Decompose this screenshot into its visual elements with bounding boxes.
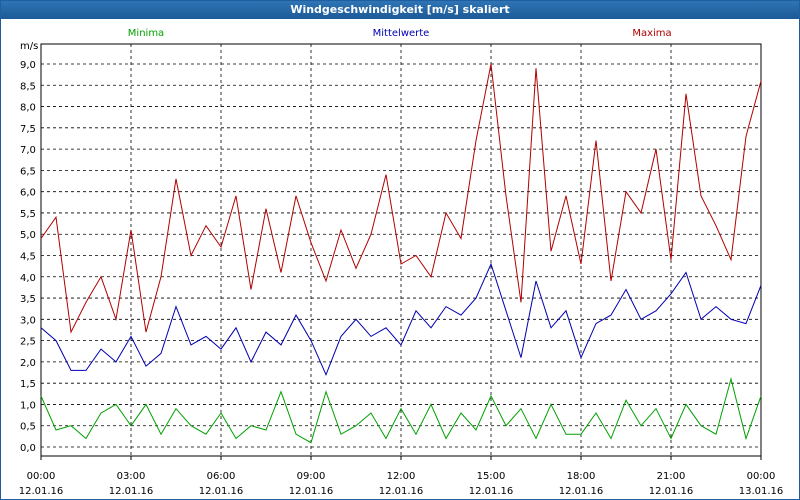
x-tick-date: 12.01.16 bbox=[469, 486, 514, 497]
y-tick-label: 3,0 bbox=[20, 315, 36, 326]
y-tick-label: 1,0 bbox=[20, 400, 36, 411]
y-tick-label: 8,0 bbox=[20, 103, 36, 114]
x-tick-time: 00:00 bbox=[27, 471, 56, 482]
axes bbox=[40, 43, 762, 460]
x-tick-date: 12.01.16 bbox=[289, 486, 334, 497]
x-tick-date: 13.01.16 bbox=[739, 486, 784, 497]
y-tick-label: 7,5 bbox=[20, 124, 36, 135]
y-tick-label: 5,5 bbox=[20, 209, 36, 220]
y-tick-label: 0,5 bbox=[20, 422, 36, 433]
x-tick-date: 12.01.16 bbox=[109, 486, 154, 497]
legend-maxima: Maxima bbox=[632, 28, 671, 39]
y-tick-label: 4,5 bbox=[20, 252, 36, 263]
grid-lines bbox=[41, 44, 761, 456]
x-tick-date: 12.01.16 bbox=[649, 486, 694, 497]
y-tick-label: 6,0 bbox=[20, 188, 36, 199]
series-lines bbox=[40, 63, 762, 444]
legend-minima: Minima bbox=[128, 28, 164, 39]
y-tick-label: 5,0 bbox=[20, 230, 36, 241]
x-tick-date: 12.01.16 bbox=[19, 486, 64, 497]
x-tick-time: 03:00 bbox=[117, 471, 146, 482]
y-tick-label: 2,5 bbox=[20, 337, 36, 348]
y-tick-label: 9,0 bbox=[20, 60, 36, 71]
x-tick-time: 21:00 bbox=[657, 471, 686, 482]
y-tick-label: 6,5 bbox=[20, 166, 36, 177]
x-tick-time: 12:00 bbox=[387, 471, 416, 482]
tick-labels: 0,0 0,5 1,0 1,5 2,0 2,5 3,0 3,5 4,0 4,5 5,0 5,5 6,0 6… bbox=[19, 41, 784, 497]
x-tick-date: 12.01.16 bbox=[379, 486, 424, 497]
window-title: Windgeschwindigkeit [m/s] skaliert bbox=[1, 1, 799, 19]
y-axis-unit: m/s bbox=[20, 41, 38, 52]
x-tick-date: 12.01.16 bbox=[559, 486, 604, 497]
y-tick-label: 1,5 bbox=[20, 379, 36, 390]
series-line-maxima bbox=[40, 63, 762, 334]
y-tick-label: 2,0 bbox=[20, 358, 36, 369]
x-tick-date: 12.01.16 bbox=[199, 486, 244, 497]
x-tick-time: 18:00 bbox=[567, 471, 596, 482]
y-tick-label: 4,0 bbox=[20, 273, 36, 284]
series-line-mittelwerte bbox=[40, 262, 762, 377]
series-line-minima bbox=[40, 376, 762, 444]
x-tick-time: 06:00 bbox=[207, 471, 236, 482]
x-tick-time: 09:00 bbox=[297, 471, 326, 482]
legend-mittelwerte: Mittelwerte bbox=[373, 28, 430, 39]
y-tick-label: 0,0 bbox=[20, 443, 36, 454]
x-tick-time: 15:00 bbox=[477, 471, 506, 482]
y-tick-label: 7,0 bbox=[20, 145, 36, 156]
x-tick-time: 00:00 bbox=[747, 471, 776, 482]
y-tick-label: 3,5 bbox=[20, 294, 36, 305]
y-tick-label: 8,5 bbox=[20, 81, 36, 92]
legend: Minima Mittelwerte Maxima bbox=[128, 28, 672, 39]
